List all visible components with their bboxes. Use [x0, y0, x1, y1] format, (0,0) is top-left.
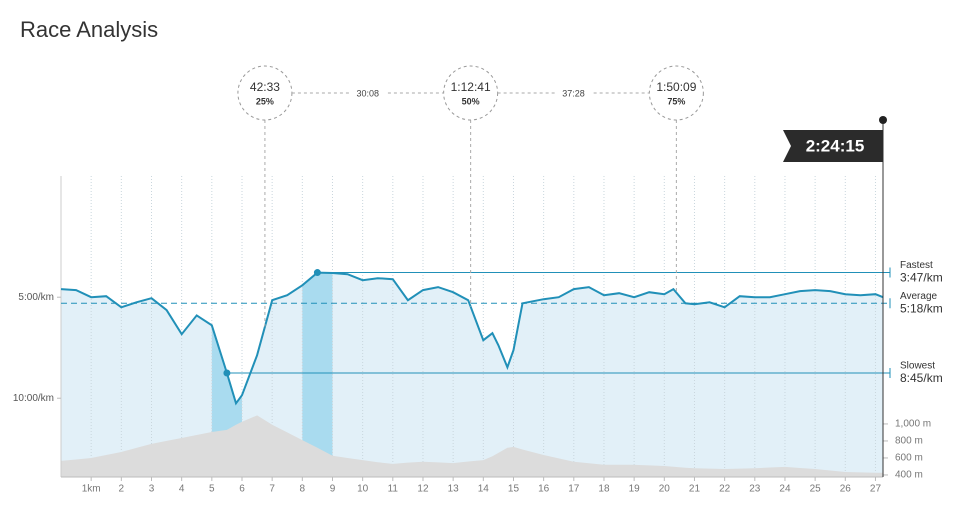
reference-value: 5:18/km: [900, 301, 943, 315]
pace-line: [60, 271, 884, 406]
x-tick-label: 1km: [82, 484, 101, 495]
reference-label: Average: [900, 291, 938, 302]
reference-value: 3:47/km: [900, 271, 943, 285]
x-tick-label: 6: [239, 484, 245, 495]
x-tick-label: 16: [538, 484, 550, 495]
split-time: 37:28: [562, 88, 585, 98]
y2-tick-label: 800 m: [895, 436, 923, 447]
checkpoint-share: 25%: [256, 96, 274, 106]
x-tick-label: 19: [629, 484, 641, 495]
split-bg: [349, 86, 386, 100]
x-tick-label: 21: [689, 484, 701, 495]
x-tick-label: 15: [508, 484, 520, 495]
reference-label: Slowest: [900, 361, 935, 372]
chart-title: Race Analysis: [20, 17, 158, 42]
y2-tick-label: 600 m: [895, 453, 923, 464]
x-tick-label: 3: [149, 484, 155, 495]
x-tick-label: 13: [448, 484, 460, 495]
y2-tick-label: 1,000 m: [895, 419, 931, 430]
x-tick-label: 26: [840, 484, 852, 495]
x-tick-label: 24: [779, 484, 791, 495]
y-tick-label: 5:00/km: [18, 292, 54, 303]
x-tick-label: 5: [209, 484, 215, 495]
checkpoint-share: 75%: [667, 96, 685, 106]
x-tick-label: 7: [269, 484, 275, 495]
checkpoint-time: 42:33: [250, 80, 280, 94]
x-tick-label: 12: [417, 484, 429, 495]
elevation-area: [61, 415, 883, 477]
x-tick-label: 11: [388, 484, 399, 495]
reference-dot: [313, 269, 321, 277]
finish-time: 2:24:15: [806, 136, 865, 155]
reference-label: Fastest: [900, 260, 933, 271]
reference-dot: [223, 369, 231, 377]
x-tick-label: 25: [810, 484, 822, 495]
split-bg: [555, 86, 592, 100]
x-tick-label: 10: [357, 484, 369, 495]
x-tick-label: 14: [478, 484, 490, 495]
x-tick-label: 20: [659, 484, 671, 495]
x-tick-label: 2: [119, 484, 125, 495]
x-tick-label: 23: [749, 484, 761, 495]
y2-tick-label: 400 m: [895, 470, 923, 481]
x-tick-label: 4: [179, 484, 185, 495]
x-tick-label: 22: [719, 484, 731, 495]
checkpoint-time: 1:50:09: [656, 80, 696, 94]
x-tick-label: 18: [598, 484, 610, 495]
reference-value: 8:45/km: [900, 371, 943, 385]
checkpoint-time: 1:12:41: [451, 80, 491, 94]
x-tick-label: 17: [568, 484, 580, 495]
x-tick-label: 8: [300, 484, 306, 495]
highlight-band: [302, 272, 333, 477]
finish-dot: [879, 116, 887, 124]
x-tick-label: 9: [330, 484, 336, 495]
x-tick-label: 27: [870, 484, 882, 495]
checkpoint-share: 50%: [462, 96, 480, 106]
y-tick-label: 10:00/km: [13, 393, 54, 404]
finish-flag: [783, 130, 883, 162]
split-time: 30:08: [357, 88, 380, 98]
